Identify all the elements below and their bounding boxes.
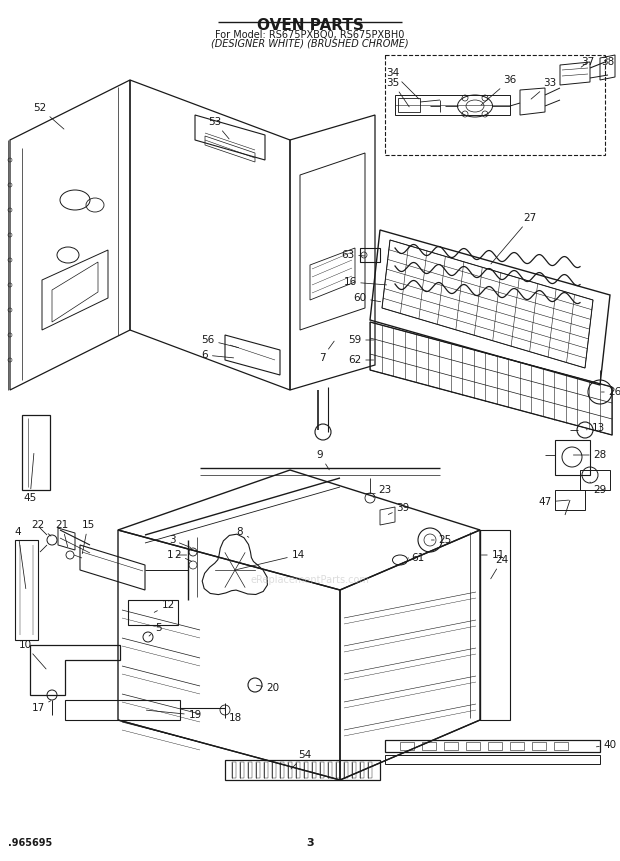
Text: 29: 29 <box>590 482 606 495</box>
Text: 47: 47 <box>538 497 569 507</box>
Text: 14: 14 <box>236 550 304 570</box>
Text: 16: 16 <box>343 277 387 287</box>
Text: .965695: .965695 <box>8 838 52 848</box>
Text: 26: 26 <box>601 387 620 397</box>
Text: 5: 5 <box>149 623 161 636</box>
Bar <box>280 762 284 778</box>
Text: (DESIGNER WHITE) (BRUSHED CHROME): (DESIGNER WHITE) (BRUSHED CHROME) <box>211 39 409 49</box>
Bar <box>264 762 268 778</box>
Text: 60: 60 <box>353 293 381 303</box>
Text: 53: 53 <box>208 117 229 139</box>
Text: 36: 36 <box>481 75 516 105</box>
Text: 37: 37 <box>581 57 595 67</box>
Bar <box>422 742 436 750</box>
Bar <box>336 762 340 778</box>
Text: 9: 9 <box>317 450 329 470</box>
Text: 4: 4 <box>15 527 26 589</box>
Text: 18: 18 <box>225 710 242 723</box>
Text: 27: 27 <box>491 213 537 264</box>
Bar <box>240 762 244 778</box>
Text: 62: 62 <box>348 355 374 365</box>
Text: 23: 23 <box>373 485 392 498</box>
Bar <box>248 762 252 778</box>
Bar <box>510 742 524 750</box>
Text: 59: 59 <box>348 335 374 345</box>
Bar <box>232 762 236 778</box>
Text: 52: 52 <box>33 103 64 129</box>
Bar <box>256 762 260 778</box>
Text: 40: 40 <box>596 740 616 750</box>
Bar <box>466 742 480 750</box>
Text: 10: 10 <box>19 640 46 669</box>
Text: 63: 63 <box>342 250 365 260</box>
Text: 24: 24 <box>490 555 508 579</box>
Bar <box>368 762 372 778</box>
Bar <box>360 248 380 262</box>
Text: 1: 1 <box>167 550 187 560</box>
Text: 19: 19 <box>146 710 202 720</box>
Text: 6: 6 <box>202 350 234 360</box>
Text: 61: 61 <box>408 553 425 563</box>
Bar <box>328 762 332 778</box>
Bar <box>400 742 414 750</box>
Text: 15: 15 <box>81 520 95 554</box>
Bar <box>296 762 300 778</box>
Bar <box>288 762 292 778</box>
Text: 22: 22 <box>32 520 51 536</box>
Bar <box>554 742 568 750</box>
Bar <box>344 762 348 778</box>
Bar <box>360 762 364 778</box>
Text: 45: 45 <box>24 454 37 503</box>
Text: 21: 21 <box>55 520 69 547</box>
Text: 12: 12 <box>154 600 175 612</box>
Text: 13: 13 <box>587 423 604 433</box>
Text: 54: 54 <box>291 750 312 769</box>
Text: For Model: RS675PXBQ0, RS675PXBH0: For Model: RS675PXBQ0, RS675PXBH0 <box>215 30 405 40</box>
Bar <box>272 762 276 778</box>
Text: 33: 33 <box>531 78 557 99</box>
Text: 34: 34 <box>386 68 419 99</box>
Text: 3: 3 <box>169 535 191 548</box>
Text: 3: 3 <box>306 838 314 848</box>
Bar <box>320 762 324 778</box>
Bar <box>488 742 502 750</box>
Text: 28: 28 <box>574 450 606 460</box>
Text: 11: 11 <box>481 550 505 560</box>
Text: 25: 25 <box>432 535 451 545</box>
Bar <box>385 55 605 155</box>
Bar <box>532 742 546 750</box>
Text: 2: 2 <box>175 550 192 561</box>
Text: 35: 35 <box>386 78 409 107</box>
Bar <box>352 762 356 778</box>
Text: 56: 56 <box>202 335 239 348</box>
Text: 20: 20 <box>257 683 280 693</box>
Text: OVEN PARTS: OVEN PARTS <box>257 18 363 33</box>
Bar <box>304 762 308 778</box>
Text: 39: 39 <box>388 503 410 514</box>
Text: eReplacementParts.com: eReplacementParts.com <box>250 575 370 585</box>
Text: 8: 8 <box>237 527 249 537</box>
Text: 38: 38 <box>601 57 614 70</box>
Text: 17: 17 <box>32 701 51 713</box>
Bar <box>312 762 316 778</box>
Text: 7: 7 <box>319 341 334 363</box>
Bar <box>444 742 458 750</box>
